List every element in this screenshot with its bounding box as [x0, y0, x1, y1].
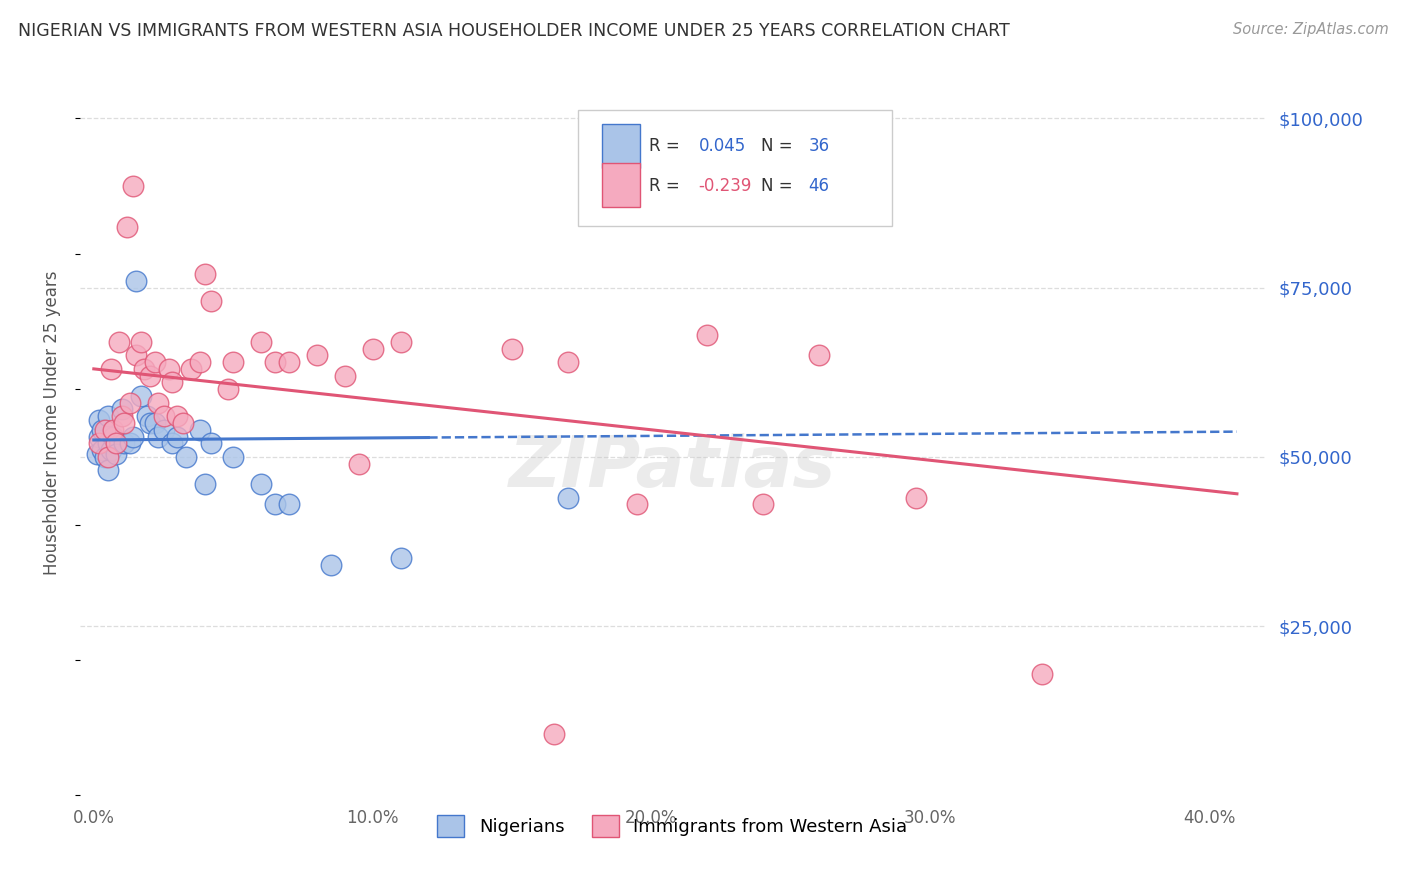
- Point: [111, 409, 134, 424]
- Text: 36: 36: [808, 137, 830, 155]
- Point: [152, 423, 174, 437]
- Point: [361, 342, 384, 356]
- Point: [543, 727, 565, 741]
- Point: [905, 491, 928, 505]
- Point: [105, 446, 128, 460]
- Y-axis label: Householder Income Under 25 years: Householder Income Under 25 years: [44, 271, 60, 575]
- Point: [111, 402, 134, 417]
- Point: [188, 423, 211, 437]
- Point: [305, 348, 328, 362]
- Point: [114, 436, 136, 450]
- Point: [222, 355, 245, 369]
- Point: [152, 409, 174, 424]
- Point: [264, 497, 287, 511]
- Point: [138, 416, 160, 430]
- Point: [389, 551, 412, 566]
- Point: [91, 443, 114, 458]
- Point: [97, 450, 120, 464]
- Point: [278, 497, 301, 511]
- Point: [146, 395, 169, 409]
- Point: [97, 463, 120, 477]
- Point: [121, 179, 143, 194]
- Point: [160, 376, 183, 390]
- Point: [124, 348, 146, 362]
- Point: [89, 412, 111, 426]
- Text: N =: N =: [761, 137, 799, 155]
- Point: [135, 409, 157, 424]
- Text: R =: R =: [648, 178, 685, 195]
- Point: [557, 491, 579, 505]
- Point: [194, 267, 217, 281]
- Point: [160, 436, 183, 450]
- Text: Source: ZipAtlas.com: Source: ZipAtlas.com: [1233, 22, 1389, 37]
- Point: [264, 355, 287, 369]
- Point: [121, 429, 143, 443]
- Point: [174, 450, 197, 464]
- Point: [86, 446, 108, 460]
- Point: [94, 450, 117, 464]
- FancyBboxPatch shape: [602, 163, 640, 207]
- Point: [319, 558, 342, 573]
- Point: [278, 355, 301, 369]
- Point: [166, 409, 188, 424]
- Point: [389, 334, 412, 349]
- Point: [626, 497, 648, 511]
- Point: [807, 348, 830, 362]
- Point: [333, 368, 356, 383]
- Point: [188, 355, 211, 369]
- Point: [100, 362, 122, 376]
- Point: [120, 395, 142, 409]
- Point: [105, 436, 128, 450]
- Point: [124, 274, 146, 288]
- FancyBboxPatch shape: [578, 111, 891, 226]
- Text: 0.045: 0.045: [699, 137, 745, 155]
- Point: [103, 429, 125, 443]
- Point: [143, 416, 166, 430]
- Point: [752, 497, 775, 511]
- Point: [157, 362, 180, 376]
- Point: [94, 423, 117, 437]
- Point: [166, 429, 188, 443]
- Text: ZIPatlas: ZIPatlas: [509, 434, 837, 502]
- Point: [180, 362, 202, 376]
- Point: [146, 429, 169, 443]
- Point: [120, 436, 142, 450]
- Point: [129, 334, 152, 349]
- Point: [89, 429, 111, 443]
- Point: [91, 423, 114, 437]
- Point: [117, 219, 139, 234]
- Point: [132, 362, 155, 376]
- Point: [138, 368, 160, 383]
- Point: [250, 334, 273, 349]
- Point: [217, 382, 239, 396]
- Point: [557, 355, 579, 369]
- Point: [696, 328, 718, 343]
- Text: -0.239: -0.239: [699, 178, 752, 195]
- Point: [1031, 666, 1053, 681]
- Point: [103, 423, 125, 437]
- Text: NIGERIAN VS IMMIGRANTS FROM WESTERN ASIA HOUSEHOLDER INCOME UNDER 25 YEARS CORRE: NIGERIAN VS IMMIGRANTS FROM WESTERN ASIA…: [18, 22, 1010, 40]
- Point: [250, 477, 273, 491]
- Text: N =: N =: [761, 178, 799, 195]
- Text: R =: R =: [648, 137, 685, 155]
- Point: [143, 355, 166, 369]
- Point: [347, 457, 370, 471]
- Point: [89, 436, 111, 450]
- Point: [200, 294, 222, 309]
- Point: [108, 334, 131, 349]
- Point: [200, 436, 222, 450]
- Legend: Nigerians, Immigrants from Western Asia: Nigerians, Immigrants from Western Asia: [429, 805, 917, 846]
- Point: [172, 416, 194, 430]
- Text: 46: 46: [808, 178, 830, 195]
- FancyBboxPatch shape: [602, 124, 640, 168]
- Point: [129, 389, 152, 403]
- Point: [114, 416, 136, 430]
- Point: [222, 450, 245, 464]
- Point: [501, 342, 523, 356]
- Point: [194, 477, 217, 491]
- Point: [97, 436, 120, 450]
- Point: [97, 409, 120, 424]
- Point: [100, 443, 122, 458]
